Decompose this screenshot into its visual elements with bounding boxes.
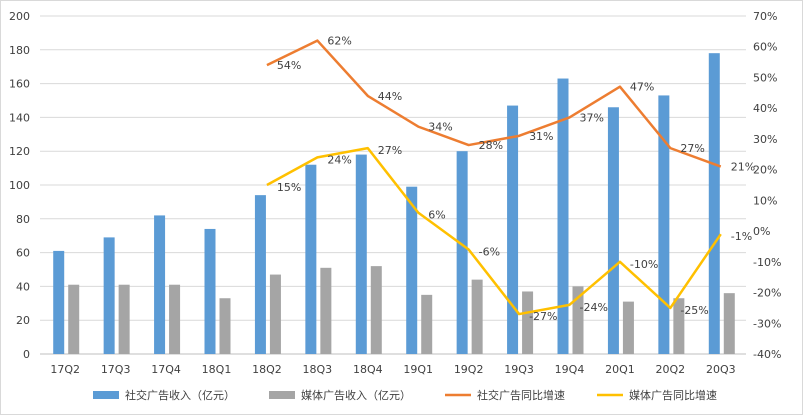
y-left-tick-label: 0 bbox=[23, 348, 30, 361]
bar-media bbox=[219, 298, 231, 354]
y-left-tick-label: 160 bbox=[9, 78, 30, 91]
data-label-social-growth: 44% bbox=[378, 90, 402, 103]
bar-social bbox=[507, 105, 519, 354]
data-label-social-growth: 31% bbox=[529, 130, 553, 143]
y-left-tick-label: 20 bbox=[16, 314, 30, 327]
bar-social bbox=[103, 237, 115, 354]
y-left-tick-label: 200 bbox=[9, 10, 30, 23]
y-right-tick-label: 0% bbox=[753, 225, 770, 238]
x-tick-label: 20Q3 bbox=[706, 363, 736, 376]
y-right-tick-label: 20% bbox=[753, 164, 777, 177]
x-tick-label: 18Q3 bbox=[303, 363, 333, 376]
y-left-tick-label: 180 bbox=[9, 44, 30, 57]
data-label-media-growth: 24% bbox=[327, 153, 351, 166]
y-right-tick-label: 50% bbox=[753, 71, 777, 84]
line-media-growth bbox=[266, 146, 722, 316]
bar-media bbox=[320, 267, 332, 354]
x-tick-label: 18Q1 bbox=[202, 363, 232, 376]
data-label-media-growth: -6% bbox=[479, 246, 500, 259]
bar-media bbox=[370, 266, 382, 354]
legend-label: 社交广告同比增速 bbox=[477, 388, 565, 402]
data-label-social-growth: 28% bbox=[479, 139, 503, 152]
bar-social bbox=[456, 151, 468, 354]
bar-media bbox=[471, 279, 483, 354]
y-left-tick-label: 80 bbox=[16, 213, 30, 226]
y-left-tick-label: 100 bbox=[9, 179, 30, 192]
x-tick-label: 17Q3 bbox=[101, 363, 131, 376]
y-right-tick-label: 70% bbox=[753, 10, 777, 23]
x-tick-label: 19Q4 bbox=[555, 363, 585, 376]
data-label-social-growth: 47% bbox=[630, 81, 654, 94]
data-label-social-growth: 21% bbox=[731, 161, 755, 174]
bar-media bbox=[169, 284, 181, 354]
data-label-social-growth: 37% bbox=[580, 111, 604, 124]
bar-social bbox=[53, 250, 65, 354]
y-left-tick-label: 60 bbox=[16, 247, 30, 260]
data-label-media-growth: -27% bbox=[529, 310, 557, 323]
bar-social bbox=[355, 154, 367, 354]
legend-label: 社交广告收入（亿元） bbox=[125, 388, 235, 402]
x-tick-label: 19Q3 bbox=[504, 363, 534, 376]
x-tick-label: 19Q1 bbox=[403, 363, 433, 376]
bar-media bbox=[421, 294, 433, 354]
x-tick-label: 18Q4 bbox=[353, 363, 383, 376]
data-label-media-growth: 15% bbox=[277, 181, 301, 194]
legend-label: 媒体广告同比增速 bbox=[629, 388, 717, 402]
x-tick-label: 18Q2 bbox=[252, 363, 282, 376]
y-right-tick-label: 30% bbox=[753, 133, 777, 146]
bar-social bbox=[406, 186, 418, 354]
x-tick-label: 17Q2 bbox=[50, 363, 80, 376]
y-left-tick-label: 140 bbox=[9, 111, 30, 124]
x-tick-label: 19Q2 bbox=[454, 363, 484, 376]
bar-social bbox=[305, 164, 317, 354]
y-left-tick-label: 120 bbox=[9, 145, 30, 158]
y-right-tick-label: 60% bbox=[753, 41, 777, 54]
bar-media bbox=[673, 298, 685, 354]
x-tick-label: 17Q4 bbox=[151, 363, 181, 376]
data-label-media-growth: -24% bbox=[580, 301, 608, 314]
y-right-tick-label: -30% bbox=[753, 317, 781, 330]
y-right-tick-label: -20% bbox=[753, 287, 781, 300]
x-tick-label: 20Q2 bbox=[656, 363, 686, 376]
legend-swatch bbox=[269, 391, 295, 399]
bar-media bbox=[118, 284, 130, 354]
bar-social bbox=[708, 53, 720, 355]
bar-social bbox=[154, 215, 166, 354]
data-label-social-growth: 34% bbox=[428, 121, 452, 134]
data-label-social-growth: 62% bbox=[327, 35, 351, 48]
y-right-tick-label: -40% bbox=[753, 348, 781, 361]
bar-media bbox=[522, 291, 534, 354]
legend-swatch bbox=[93, 391, 119, 399]
data-label-media-growth: -10% bbox=[630, 258, 658, 271]
legend-label: 媒体广告收入（亿元） bbox=[301, 388, 411, 402]
bar-media bbox=[68, 284, 80, 354]
x-tick-label: 20Q1 bbox=[605, 363, 635, 376]
bar-media bbox=[572, 286, 584, 354]
bar-social bbox=[557, 78, 569, 354]
bar-social bbox=[607, 107, 619, 354]
bar-social bbox=[204, 228, 216, 354]
y-right-tick-label: 40% bbox=[753, 102, 777, 115]
data-label-social-growth: 27% bbox=[680, 142, 704, 155]
line-social-growth bbox=[266, 39, 722, 168]
y-left-tick-label: 40 bbox=[16, 280, 30, 293]
y-right-tick-label: -10% bbox=[753, 256, 781, 269]
data-label-media-growth: 6% bbox=[428, 209, 445, 222]
bar-social bbox=[658, 95, 670, 355]
bar-social bbox=[254, 195, 266, 354]
bar-media bbox=[622, 301, 634, 354]
data-label-media-growth: 27% bbox=[378, 144, 402, 157]
data-label-social-growth: 54% bbox=[277, 59, 301, 72]
bar-media bbox=[269, 274, 281, 354]
data-label-media-growth: -25% bbox=[680, 304, 708, 317]
bar-media bbox=[723, 293, 735, 354]
y-right-tick-label: 10% bbox=[753, 194, 777, 207]
data-label-media-growth: -1% bbox=[731, 230, 752, 243]
